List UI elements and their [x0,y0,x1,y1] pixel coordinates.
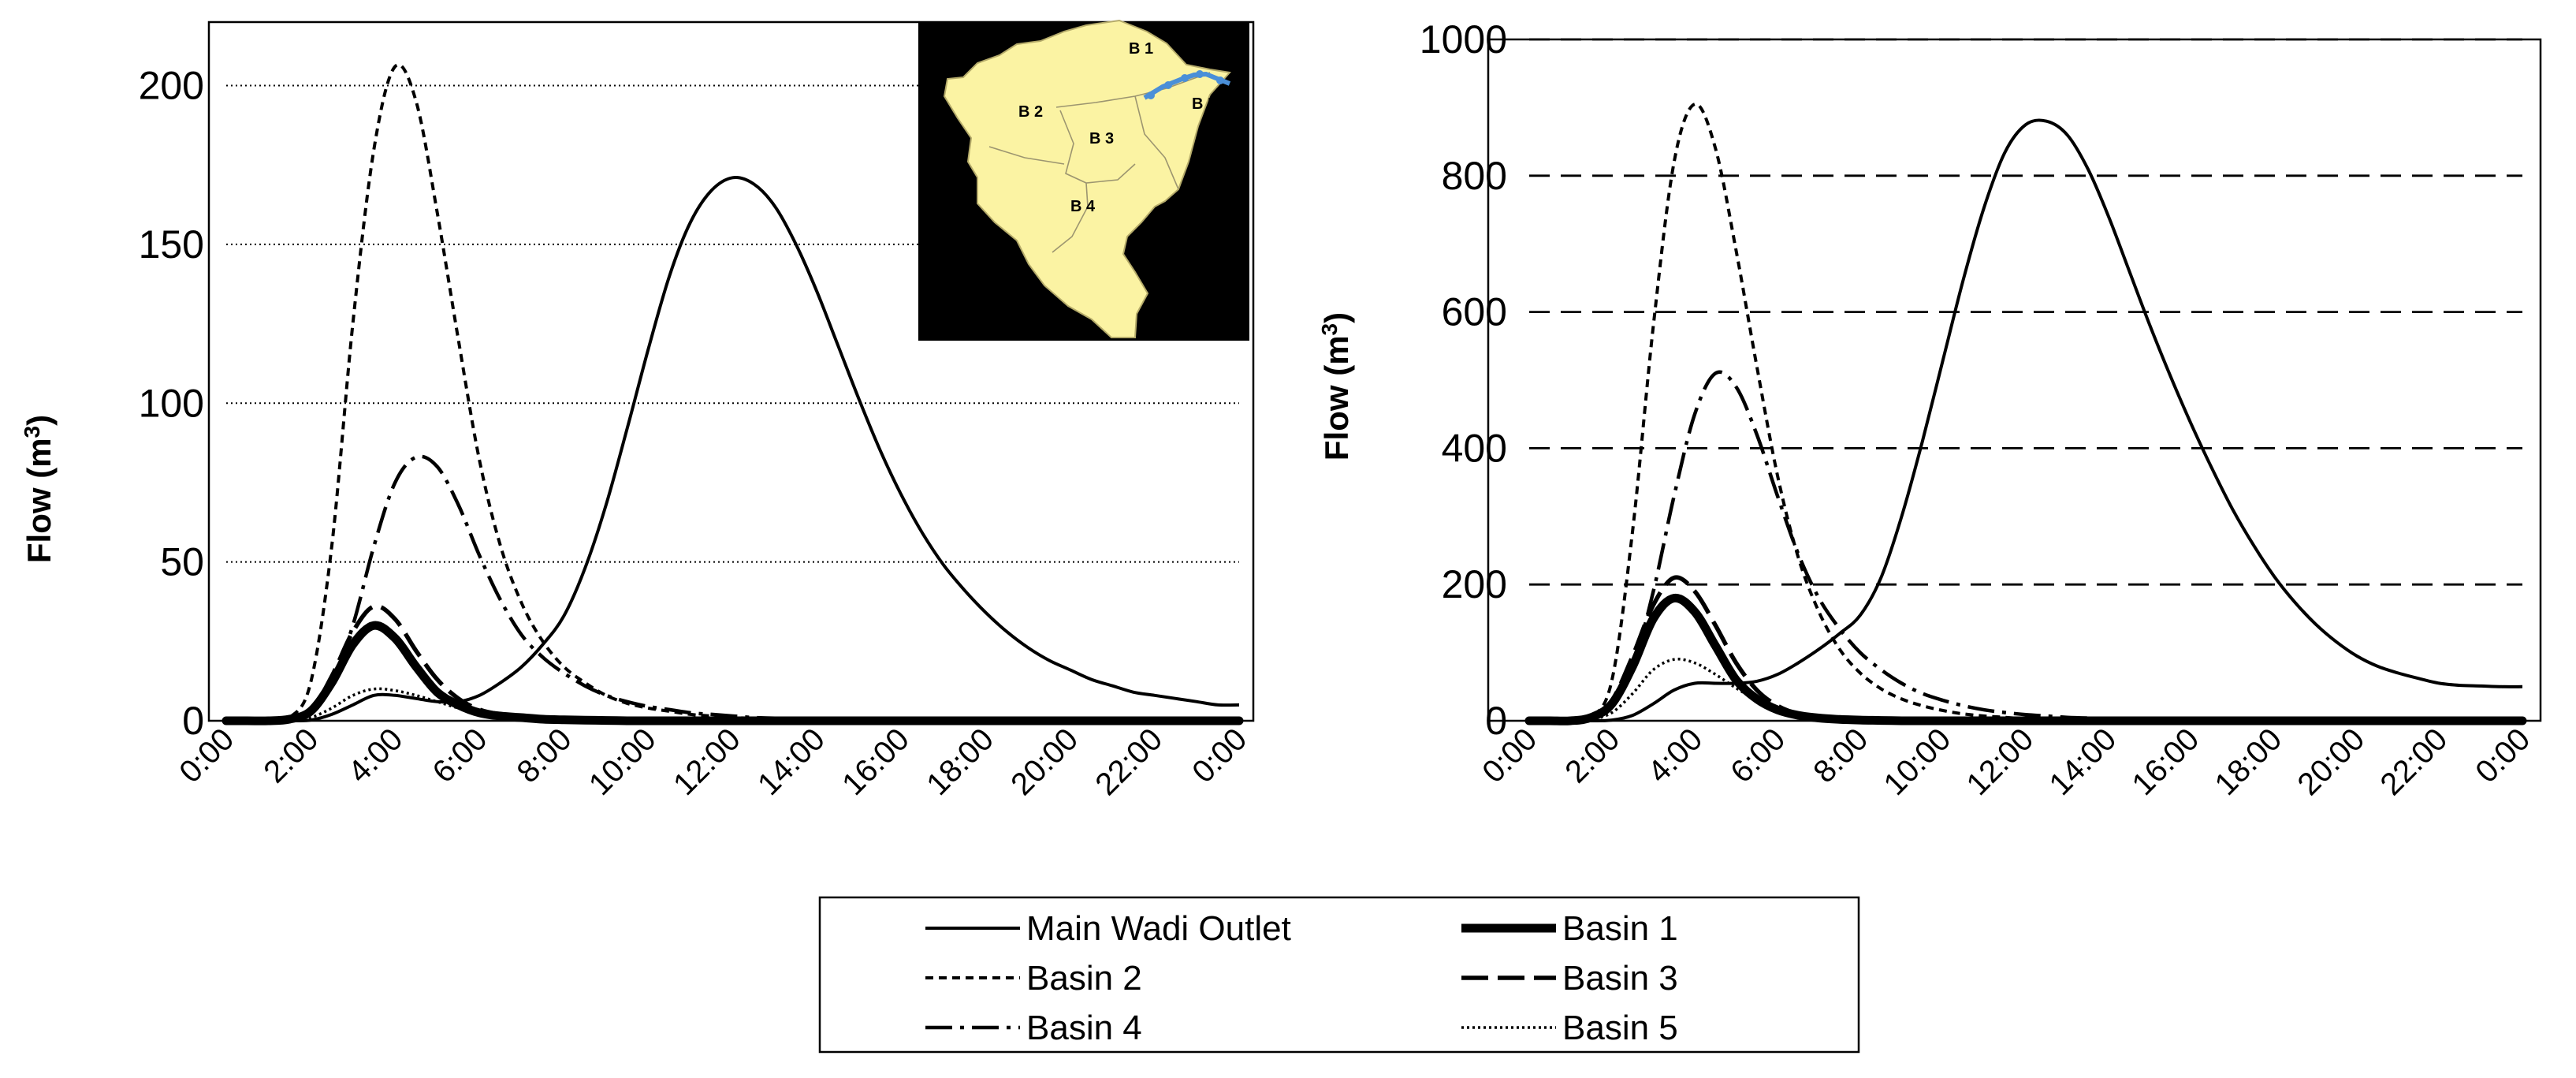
series-line-basin-1 [221,621,1244,726]
y-tick-label: 50 [160,540,204,584]
y-tick-label: 0 [1485,699,1507,743]
series-line-basin-3 [1528,575,2522,724]
inset-map-land [943,19,1231,338]
inset-map-gauges [1147,70,1224,99]
gauge-marker [1181,74,1189,82]
legend-items: Main Wadi Outlet Basin 1 Basin 2 Basin 3 Bas… [925,909,1678,1047]
y-tick-label: 600 [1442,290,1507,334]
y-tick-label: 200 [139,64,204,108]
legend-label: Main Wadi Outlet [1026,909,1291,948]
right-y-axis-label: Flow (m3) [1317,312,1355,461]
map-label-b2: B 2 [1018,103,1043,121]
series-line-basin-4 [225,454,1239,723]
gauge-marker [1216,76,1224,84]
y-tick-label: 150 [139,222,204,267]
left-series [221,63,1244,726]
gauge-marker [1147,91,1155,99]
y-tick-label: 400 [1442,426,1507,470]
series-line-main-wadi-outlet [225,176,1240,723]
left-gridlines [226,84,1239,563]
inset-map-boundaries [988,72,1211,253]
legend-label: Basin 4 [1026,1009,1142,1047]
right-y-ticks: 0 200 400 600 800 1000 [1420,17,1507,743]
y-tick-label: 1000 [1420,17,1507,62]
series-line-basin-1 [1524,593,2527,726]
y-tick-label: 0 [182,699,204,743]
series-line-basin-5 [1528,658,2522,722]
gauge-marker [1196,70,1204,78]
left-y-axis-label: Flow (m3) [20,415,58,563]
series-line-main-wadi-outlet [1528,118,2523,723]
map-label-b3: B 3 [1089,130,1114,147]
map-label-b4: B 4 [1070,198,1096,215]
legend-label: Basin 5 [1562,1009,1678,1047]
map-label-b1: B 1 [1129,40,1153,58]
y-tick-label: 200 [1442,562,1507,606]
y-tick-label: 100 [139,381,204,425]
inset-map: B 1 B 2 B 3 B 5 B 4 [918,19,1249,341]
legend-label: Basin 3 [1562,959,1678,998]
left-y-ticks: 0 50 100 150 200 [139,64,204,743]
right-series [1524,103,2527,726]
map-label-b5: B 5 [1192,95,1216,113]
legend: Main Wadi Outlet Basin 1 Basin 2 Basin 3 Bas… [818,896,1860,1054]
legend-label: Basin 1 [1562,909,1678,948]
legend-label: Basin 2 [1026,959,1142,998]
y-tick-label: 800 [1442,154,1507,198]
gauge-marker [1164,81,1172,89]
